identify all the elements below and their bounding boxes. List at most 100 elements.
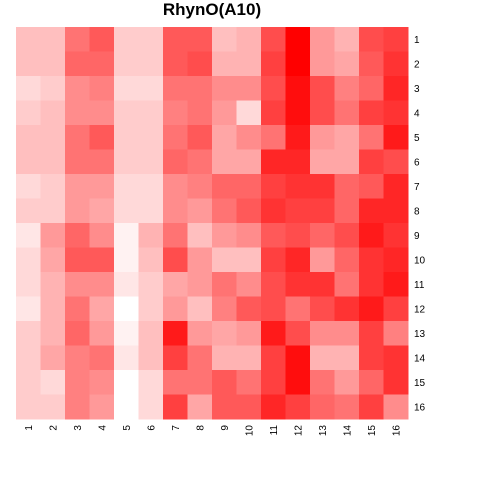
heatmap-cell-r13-c2 <box>40 321 66 346</box>
heatmap-cell-r6-c4 <box>89 149 115 175</box>
heatmap-cell-r12-c14 <box>334 296 360 322</box>
x-tick-label: 14 <box>342 425 353 437</box>
heatmap-cell-r1-c8 <box>187 27 213 52</box>
heatmap-cell-r13-c12 <box>285 321 311 346</box>
heatmap-cell-r13-c16 <box>383 321 409 346</box>
heatmap-cell-r2-c2 <box>40 51 66 77</box>
heatmap-cell-r15-c11 <box>261 370 286 395</box>
x-tick-label: 9 <box>220 425 231 431</box>
y-tick-label: 5 <box>414 133 420 144</box>
heatmap-cell-r9-c2 <box>40 223 66 248</box>
heatmap-cell-r8-c2 <box>40 198 66 224</box>
heatmap-cell-r8-c14 <box>334 198 360 224</box>
heatmap-cell-r13-c8 <box>187 321 213 346</box>
heatmap-cell-r2-c16 <box>383 51 409 77</box>
heatmap-cell-r13-c3 <box>65 321 90 346</box>
heatmap-cell-r14-c9 <box>212 345 237 371</box>
x-tick-label: 11 <box>269 425 280 436</box>
heatmap-cell-r15-c13 <box>310 370 335 395</box>
heatmap-cell-r1-c5 <box>114 27 139 52</box>
heatmap-cell-r12-c9 <box>212 296 237 322</box>
heatmap-cell-r14-c2 <box>40 345 66 371</box>
heatmap-cell-r15-c10 <box>236 370 262 395</box>
heatmap-cell-r4-c5 <box>114 100 139 126</box>
heatmap-cell-r1-c16 <box>383 27 409 52</box>
heatmap-cell-r5-c1 <box>16 125 41 150</box>
y-tick-label: 4 <box>414 108 420 119</box>
y-tick-label: 9 <box>414 231 420 242</box>
heatmap-cell-r8-c1 <box>16 198 41 224</box>
heatmap-cell-r1-c1 <box>16 27 41 52</box>
heatmap-cell-r11-c4 <box>89 272 115 297</box>
heatmap-cell-r5-c15 <box>359 125 384 150</box>
heatmap-cell-r6-c7 <box>163 149 188 175</box>
heatmap-cell-r7-c3 <box>65 174 90 199</box>
heatmap-cell-r12-c6 <box>138 296 164 322</box>
heatmap-cell-r3-c12 <box>285 76 311 101</box>
heatmap-cell-r6-c6 <box>138 149 164 175</box>
heatmap-cell-r4-c12 <box>285 100 311 126</box>
heatmap-cell-r11-c5 <box>114 272 139 297</box>
heatmap-cell-r7-c10 <box>236 174 262 199</box>
heatmap-cell-r15-c7 <box>163 370 188 395</box>
heatmap-cell-r15-c12 <box>285 370 311 395</box>
heatmap-cell-r1-c14 <box>334 27 360 52</box>
heatmap-cell-r2-c15 <box>359 51 384 77</box>
heatmap-cell-r2-c1 <box>16 51 41 77</box>
heatmap-cell-r15-c5 <box>114 370 139 395</box>
heatmap-cell-r7-c5 <box>114 174 139 199</box>
heatmap-cell-r7-c7 <box>163 174 188 199</box>
x-tick-labels: 1 2 3 4 5 6 7 8 9 10 11 12 13 14 15 16 <box>24 425 403 437</box>
x-tick-label: 2 <box>48 425 59 431</box>
heatmap-cell-r6-c10 <box>236 149 262 175</box>
heatmap-cell-r11-c8 <box>187 272 213 297</box>
heatmap-cell-r12-c13 <box>310 296 335 322</box>
heatmap-cell-r8-c5 <box>114 198 139 224</box>
heatmap-cell-r16-c9 <box>212 394 237 420</box>
heatmap-cell-r12-c8 <box>187 296 213 322</box>
heatmap-cell-r11-c2 <box>40 272 66 297</box>
heatmap-cell-r2-c14 <box>334 51 360 77</box>
heatmap-cell-r8-c16 <box>383 198 409 224</box>
heatmap-cell-r3-c8 <box>187 76 213 101</box>
heatmap-cell-r12-c5 <box>114 296 139 322</box>
heatmap-cell-r4-c4 <box>89 100 115 126</box>
heatmap-cell-r4-c7 <box>163 100 188 126</box>
heatmap-cell-r5-c5 <box>114 125 139 150</box>
heatmap-cell-r8-c9 <box>212 198 237 224</box>
y-tick-label: 2 <box>414 59 420 70</box>
heatmap-cell-r7-c14 <box>334 174 360 199</box>
heatmap-cell-r5-c16 <box>383 125 409 150</box>
x-tick-label: 7 <box>171 425 182 431</box>
heatmap-cell-r3-c10 <box>236 76 262 101</box>
heatmap-cell-r3-c15 <box>359 76 384 101</box>
heatmap-cell-r16-c7 <box>163 394 188 420</box>
heatmap-cell-r11-c14 <box>334 272 360 297</box>
heatmap-cell-r5-c6 <box>138 125 164 150</box>
heatmap-cell-r4-c13 <box>310 100 335 126</box>
heatmap-cell-r12-c11 <box>261 296 286 322</box>
heatmap-cell-r10-c6 <box>138 247 164 273</box>
heatmap-cell-r16-c5 <box>114 394 139 420</box>
x-tick-label: 10 <box>244 425 255 437</box>
heatmap-cell-r1-c13 <box>310 27 335 52</box>
y-tick-label: 3 <box>414 84 420 95</box>
heatmap-cell-r2-c13 <box>310 51 335 77</box>
heatmap-cell-r4-c11 <box>261 100 286 126</box>
heatmap-cell-r10-c8 <box>187 247 213 273</box>
heatmap-cell-r7-c16 <box>383 174 409 199</box>
heatmap-cell-r6-c1 <box>16 149 41 175</box>
heatmap-cell-r14-c10 <box>236 345 262 371</box>
heatmap-cell-r4-c15 <box>359 100 384 126</box>
y-tick-label: 15 <box>414 378 426 389</box>
heatmap-cell-r3-c16 <box>383 76 409 101</box>
heatmap-cell-r13-c9 <box>212 321 237 346</box>
heatmap-cell-r7-c8 <box>187 174 213 199</box>
heatmap-cell-r16-c12 <box>285 394 311 420</box>
y-tick-label: 16 <box>414 402 426 413</box>
heatmap-cell-r10-c10 <box>236 247 262 273</box>
y-tick-label: 11 <box>414 280 425 291</box>
heatmap-cell-r6-c11 <box>261 149 286 175</box>
heatmap-cell-r3-c9 <box>212 76 237 101</box>
heatmap-cell-r7-c6 <box>138 174 164 199</box>
